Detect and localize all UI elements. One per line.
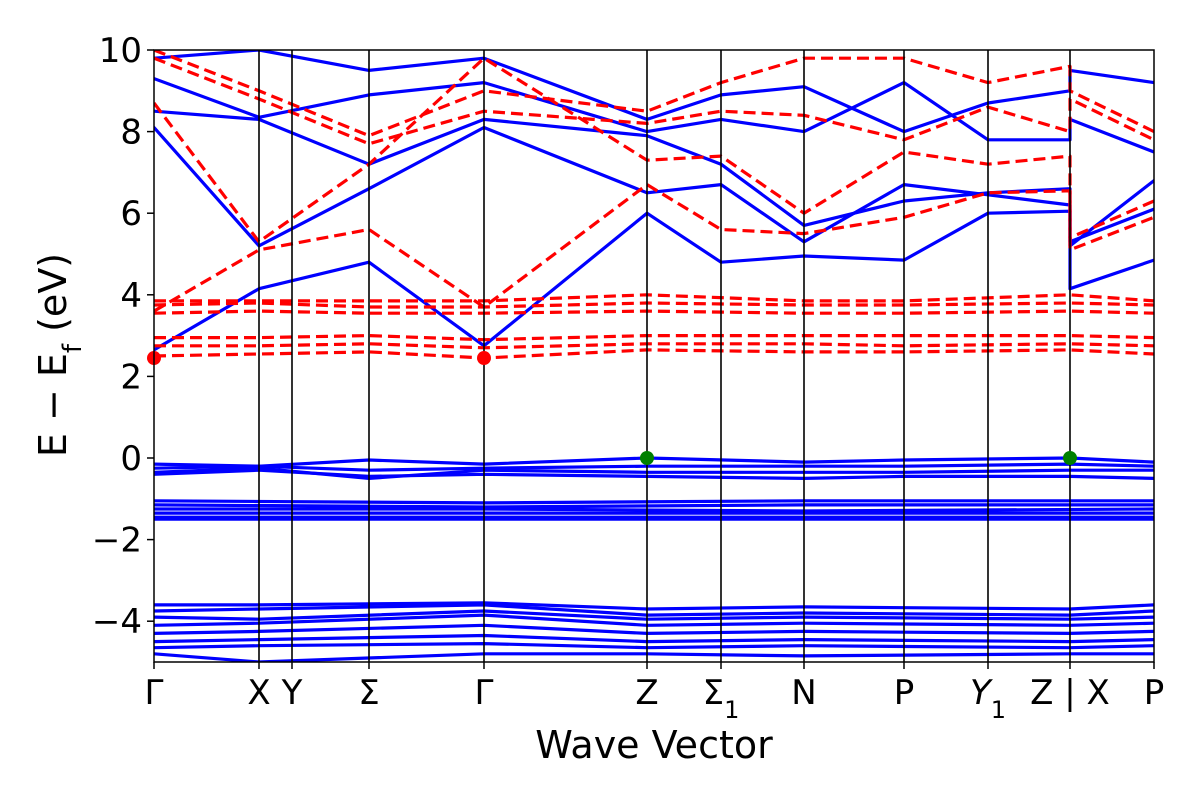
solid-band-21 (154, 77, 1154, 154)
solid-band-17 (154, 652, 1154, 662)
solid-band-18 (154, 209, 1154, 352)
solid-band-22 (154, 50, 1154, 134)
y-tick-label-4: 2 (120, 357, 142, 397)
x-tick-label-7: N (791, 673, 816, 713)
x-tick-label-4: Γ (475, 673, 494, 713)
plot-frame (153, 49, 1155, 663)
x-tick-label-2: Y (281, 673, 303, 713)
dashed-band-2 (154, 334, 1154, 342)
y-tick-label-1: 8 (120, 113, 142, 153)
solid-band-6 (154, 507, 1154, 513)
solid-band-5 (154, 503, 1154, 509)
y-axis-title-main: E − E (31, 353, 75, 457)
x-tick-label-3: Σ (358, 673, 379, 713)
x-tick-label-8: P (894, 673, 915, 713)
y-tick-label-2: 6 (120, 194, 142, 234)
y-axis-title-unit: (eV) (31, 253, 75, 344)
x-tick-label-0: Γ (145, 673, 164, 713)
y-axis-ticks: 10 8 6 4 2 0 −2 −4 (92, 31, 154, 642)
band-edge-marker-1 (477, 351, 491, 366)
band-edge-markers (147, 351, 1077, 465)
x-axis-ticks: Γ X Y Σ Γ Z Σ1 N P Y1 Z | X P (145, 662, 1165, 724)
x-tick-label-1: X (247, 673, 270, 713)
y-axis-title: E − Ef (eV) (31, 253, 88, 457)
solid-band-19 (154, 125, 1154, 248)
band-edge-marker-2 (640, 451, 654, 465)
dashed-band-4 (154, 301, 1154, 309)
x-tick-label-9: Y1 (970, 673, 1006, 724)
dashed-band-5 (154, 293, 1154, 303)
y-tick-label-0: 10 (99, 31, 142, 71)
y-tick-label-3: 4 (120, 276, 142, 316)
x-tick-label-6: Σ1 (703, 673, 740, 724)
dashed-band-6 (154, 183, 1154, 313)
solid-band-15 (154, 633, 1154, 644)
x-tick-label-5: Z (635, 673, 658, 713)
x-tick-label-11: P (1144, 673, 1165, 713)
dashed-band-0 (154, 348, 1154, 360)
bands-layer (154, 50, 1154, 662)
solid-band-16 (154, 642, 1154, 650)
y-tick-label-6: −2 (92, 521, 142, 561)
dashed-band-9 (154, 50, 1154, 138)
y-axis-title-sub: f (58, 343, 88, 353)
dashed-band-7 (154, 56, 1154, 244)
y-tick-label-5: 0 (120, 439, 142, 479)
dashed-band-3 (154, 309, 1154, 315)
dashed-band-1 (154, 342, 1154, 350)
solid-band-4 (154, 499, 1154, 505)
x-axis-title: Wave Vector (535, 723, 773, 767)
band-edge-marker-3 (1063, 451, 1077, 465)
x-tick-label-10: Z | X (1030, 673, 1110, 713)
y-tick-label-7: −4 (92, 602, 142, 642)
